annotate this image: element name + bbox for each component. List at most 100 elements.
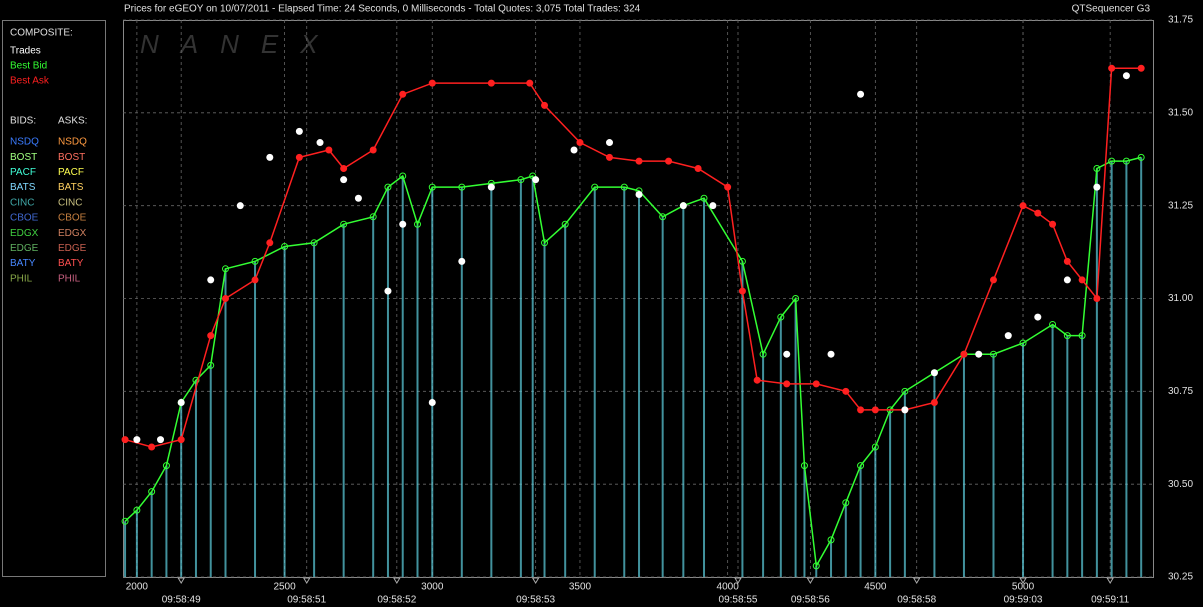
x-tick-label: 5000 [1012,582,1035,593]
trade-point [384,287,392,295]
time-tick-mark [912,577,921,584]
bid-legend-entry: EDGE [10,243,39,254]
series-point [694,165,702,173]
ask-legend-entry: PACF [58,167,84,178]
ask-legend-entry: EDGE [58,243,87,254]
trade-point [295,127,303,135]
time-tick-label: 09:58:53 [516,595,555,606]
legend-panel [2,20,106,577]
trade-point [266,153,274,161]
series-point [121,436,129,444]
series-point [665,157,673,165]
series-point [192,376,200,384]
series-point [221,295,229,302]
trade-point [570,146,578,154]
series-point [842,387,850,395]
series-point [1108,157,1116,165]
plot-area [121,64,1145,577]
series-point [753,376,761,384]
trade-point [975,350,983,358]
series-point [413,220,421,228]
trade-point [857,90,865,98]
ask-legend-entry: EDGX [58,228,87,239]
bid-legend-entry: BATY [10,258,36,269]
bid-legend-entry: EDGX [10,228,39,239]
series-point [207,361,215,369]
series-point [871,443,879,451]
legend-entry: Best Bid [10,61,47,72]
trade-point [487,183,495,191]
series-point [871,406,879,414]
time-tick-mark [1106,577,1115,584]
y-tick-label: 31.00 [1168,293,1193,304]
series-point [121,517,129,525]
bids-heading: BIDS: [10,116,36,127]
trade-point [605,139,613,147]
series-point [1049,320,1057,328]
trade-point [532,176,540,184]
series-point [800,462,808,470]
series-point [148,488,156,496]
y-tick-label: 30.75 [1168,386,1193,397]
series-point [310,239,318,247]
series-point [989,276,997,284]
series-point [759,350,767,358]
x-tick-label: 3500 [569,582,592,593]
series-point [384,183,392,191]
series-point [738,287,746,295]
trade-point [901,406,909,414]
trade-point [1034,313,1042,321]
series-point [428,79,436,87]
series-point [207,332,215,340]
series-point [340,165,348,173]
series-point [738,257,746,265]
series-point [251,276,259,284]
time-tick-label: 09:58:58 [897,595,936,606]
trade-point [207,276,215,284]
trade-point [709,202,717,210]
trade-point [1063,276,1071,284]
trade-point [177,398,185,406]
series-point [266,239,274,247]
ask-legend-entry: NSDQ [58,137,87,148]
series-point [812,380,820,388]
series-point [1093,295,1101,302]
bid-legend-entry: CBOE [10,213,39,224]
series-point [605,153,613,161]
trade-point [236,202,244,210]
trade-point [783,350,791,358]
series-point [1063,332,1071,340]
trade-point [428,398,436,406]
bid-legend-entry: BATS [10,182,36,193]
series-point [487,79,495,87]
series-point [281,243,289,251]
y-tick-label: 31.50 [1168,107,1193,118]
series-point [458,183,466,191]
legend-heading: COMPOSITE: [10,28,73,39]
series-point [1108,64,1116,72]
legend-entry: Best Ask [10,76,50,87]
bid-legend-entry: PHIL [10,273,33,284]
series-point [1078,332,1086,340]
trade-point [635,191,643,199]
ask-legend-entry: CBOE [58,213,87,224]
series-point [1078,276,1086,284]
x-tick-label: 2000 [126,582,149,593]
y-tick-label: 31.25 [1168,200,1193,211]
series-point [428,183,436,191]
time-tick-label: 09:59:11 [1091,595,1130,606]
x-tick-label: 4500 [864,582,887,593]
bid-legend-entry: NSDQ [10,137,39,148]
ask-legend-entry: PHIL [58,273,81,284]
series-point [541,101,549,109]
bid-legend-entry: CINC [10,197,34,208]
series-point [777,313,785,321]
y-tick-label: 31.75 [1168,15,1193,26]
time-tick-mark [392,577,401,584]
series-point [517,176,525,184]
series-point [1034,209,1042,217]
time-tick-mark [1019,577,1027,584]
time-tick-mark [177,577,186,584]
x-tick-label: 2500 [273,582,296,593]
